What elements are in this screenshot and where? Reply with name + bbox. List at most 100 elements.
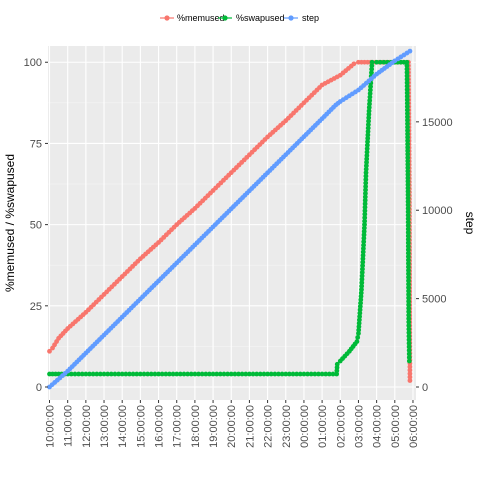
data-point-memused — [407, 371, 413, 377]
data-point-swapused — [365, 135, 371, 141]
data-point-swapused — [406, 281, 411, 287]
data-point-swapused — [283, 371, 289, 377]
data-point-swapused — [250, 371, 256, 377]
data-point-swapused — [406, 295, 412, 301]
data-point-swapused — [367, 87, 373, 93]
data-point-swapused — [362, 201, 368, 207]
data-point-swapused — [405, 236, 411, 242]
data-point-swapused — [365, 139, 370, 145]
x-tick-label: 15:00:00 — [135, 405, 147, 448]
data-point-swapused — [294, 371, 300, 377]
data-point-swapused — [405, 230, 411, 235]
data-point-swapused — [406, 340, 412, 346]
data-point-swapused — [381, 59, 387, 65]
data-point-swapused — [404, 90, 410, 96]
x-tick-label: 18:00:00 — [190, 405, 202, 448]
data-point-swapused — [354, 339, 360, 344]
data-point-swapused — [105, 371, 111, 377]
data-point-swapused — [406, 278, 411, 284]
y-left-tick-label: 50 — [30, 220, 42, 232]
x-tick-label: 23:00:00 — [281, 405, 293, 448]
data-point-swapused — [405, 254, 411, 260]
x-tick-label: 10:00:00 — [45, 405, 57, 448]
data-point-swapused — [265, 371, 270, 377]
data-point-swapused — [404, 63, 410, 69]
series-swapused — [47, 59, 412, 377]
data-point-swapused — [290, 371, 296, 377]
data-point-swapused — [196, 371, 201, 377]
data-point-swapused — [279, 371, 285, 377]
data-point-swapused — [228, 371, 234, 377]
x-tick-label: 13:00:00 — [99, 405, 111, 448]
data-point-swapused — [363, 170, 369, 176]
data-point-swapused — [405, 141, 411, 147]
data-point-swapused — [221, 371, 227, 377]
data-point-swapused — [364, 146, 370, 152]
y-left-tick-label: 75 — [30, 138, 42, 150]
data-point-swapused — [83, 371, 89, 377]
data-point-swapused — [404, 66, 410, 72]
data-point-swapused — [366, 115, 372, 121]
data-point-swapused — [203, 371, 209, 377]
data-point-swapused — [170, 371, 176, 377]
data-point-swapused — [363, 166, 369, 172]
data-point-swapused — [236, 371, 241, 377]
data-point-swapused — [301, 371, 307, 377]
data-point-swapused — [405, 212, 411, 218]
data-point-swapused — [308, 371, 314, 377]
y-left-tick-label: 0 — [36, 382, 42, 394]
data-point-swapused — [405, 195, 411, 201]
data-point-swapused — [405, 250, 411, 256]
x-tick-label: 17:00:00 — [172, 405, 184, 448]
data-point-swapused — [404, 94, 410, 99]
data-point-swapused — [363, 177, 369, 182]
data-point-swapused — [360, 252, 366, 258]
x-tick-label: 02:00:00 — [335, 405, 347, 448]
data-point-swapused — [359, 280, 365, 286]
x-tick-label: 01:00:00 — [317, 405, 329, 448]
data-point-swapused — [268, 371, 274, 377]
legend-label-memused: %memused — [177, 13, 225, 23]
x-tick-label: 03:00:00 — [353, 405, 365, 448]
data-point-swapused — [405, 158, 411, 164]
data-point-swapused — [360, 266, 365, 272]
data-point-swapused — [405, 131, 410, 137]
data-point-swapused — [406, 292, 411, 297]
data-point-swapused — [360, 246, 366, 251]
x-tick-label: 05:00:00 — [390, 405, 402, 448]
data-point-swapused — [177, 371, 183, 377]
data-point-swapused — [330, 371, 336, 377]
data-point-swapused — [404, 83, 410, 89]
data-point-swapused — [406, 288, 411, 294]
data-point-swapused — [130, 371, 136, 377]
x-tick-label: 00:00:00 — [299, 405, 311, 448]
y-right-tick-label: 15000 — [422, 117, 453, 129]
data-point-swapused — [405, 199, 411, 205]
data-point-swapused — [112, 371, 118, 377]
data-point-swapused — [188, 371, 194, 377]
data-point-swapused — [405, 192, 411, 198]
data-point-swapused — [364, 153, 370, 158]
legend-item-swapused: %swapused — [218, 13, 285, 23]
data-point-swapused — [319, 371, 325, 377]
data-point-swapused — [68, 371, 74, 377]
x-tick-label: 12:00:00 — [81, 405, 93, 448]
data-point-swapused — [156, 371, 161, 377]
legend-item-step: step — [284, 13, 319, 23]
y-axis-title-right: step — [463, 212, 477, 235]
data-point-swapused — [406, 305, 412, 311]
data-point-swapused — [364, 156, 370, 162]
data-point-swapused — [361, 235, 367, 241]
data-point-swapused — [405, 165, 411, 171]
y-right-tick-label: 10000 — [422, 205, 453, 217]
data-point-swapused — [362, 215, 368, 221]
data-point-swapused — [257, 371, 263, 377]
data-point-swapused — [405, 202, 411, 208]
data-point-swapused — [404, 107, 410, 113]
data-point-swapused — [404, 59, 410, 65]
data-point-swapused — [243, 371, 249, 377]
data-point-swapused — [192, 371, 198, 377]
data-point-swapused — [406, 333, 412, 339]
data-point-swapused — [406, 257, 411, 263]
